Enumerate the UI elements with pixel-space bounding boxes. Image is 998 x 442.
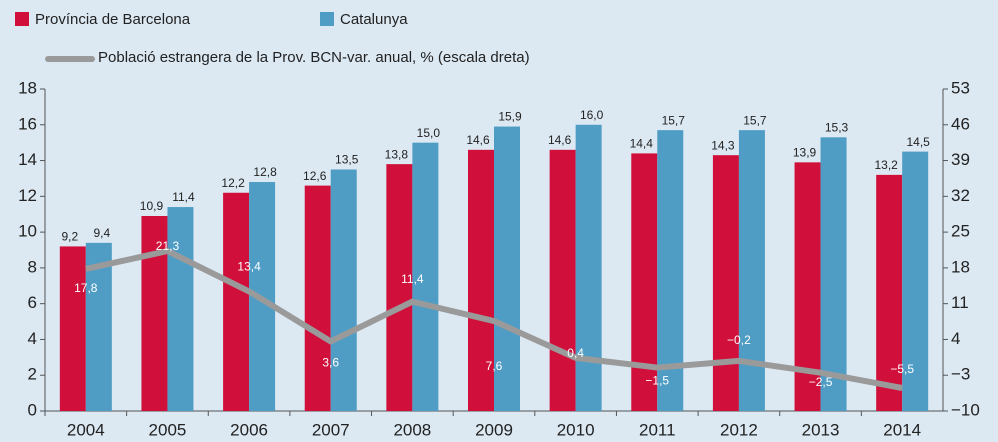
bar <box>330 169 357 411</box>
line-value-label: −2,5 <box>809 375 833 389</box>
bar-value-label: 15,7 <box>743 113 767 127</box>
bar <box>223 192 250 411</box>
bar-value-label: 12,6 <box>303 169 327 183</box>
y2-tick-label: 32 <box>951 186 970 205</box>
x-tick-label: 2012 <box>720 420 758 439</box>
line-value-label: −0,2 <box>727 333 751 347</box>
legend-label: Catalunya <box>340 11 408 28</box>
legend-swatch <box>15 12 29 26</box>
legend-swatch <box>320 12 334 26</box>
bar-value-label: 15,7 <box>662 113 686 127</box>
y-tick-label: 14 <box>18 150 37 169</box>
legend-label: Província de Barcelona <box>35 11 191 28</box>
bar-value-label: 15,9 <box>498 110 522 124</box>
line-value-label: −5,5 <box>890 362 914 376</box>
y-tick-label: 0 <box>28 400 37 419</box>
line-value-label: 11,4 <box>401 272 424 286</box>
y2-tick-label: 25 <box>951 222 970 241</box>
y2-tick-label: 46 <box>951 114 970 133</box>
bar-value-label: 13,8 <box>385 147 409 161</box>
legend-label: Població estrangera de la Prov. BCN-var.… <box>98 49 530 66</box>
bar <box>631 153 658 411</box>
y-tick-label: 4 <box>28 329 37 348</box>
x-tick-label: 2011 <box>639 420 676 439</box>
bar <box>549 149 576 412</box>
bar-value-label: 12,8 <box>253 165 277 179</box>
line-value-label: 21,3 <box>156 239 180 253</box>
x-tick-label: 2010 <box>557 420 595 439</box>
bar <box>575 124 602 412</box>
bar-value-label: 14,6 <box>548 133 572 147</box>
bar-value-label: 10,9 <box>140 199 164 213</box>
y-tick-label: 2 <box>28 365 37 384</box>
line-value-label: 7,6 <box>486 359 503 373</box>
y2-tick-label: 11 <box>951 293 969 312</box>
bar <box>412 142 439 411</box>
x-tick-label: 2009 <box>475 420 513 439</box>
x-tick-label: 2006 <box>230 420 268 439</box>
bar-value-label: 11,4 <box>172 190 195 204</box>
bar-value-label: 9,4 <box>93 226 110 240</box>
bar <box>167 207 194 411</box>
x-tick-label: 2013 <box>802 420 840 439</box>
bar-value-label: 9,2 <box>61 230 78 244</box>
bar <box>902 151 929 411</box>
bar-value-label: 13,2 <box>875 158 899 172</box>
bar <box>468 149 494 412</box>
line-value-label: 3,6 <box>322 356 339 370</box>
bar-value-label: 14,5 <box>907 135 931 149</box>
line <box>85 248 903 391</box>
bar-value-label: 15,0 <box>417 126 441 140</box>
line-value-label: 0,4 <box>567 346 584 360</box>
bar-value-label: 14,6 <box>466 133 490 147</box>
y2-tick-label: −3 <box>951 365 970 384</box>
bar <box>494 126 520 412</box>
line-value-label: 17,8 <box>74 281 98 295</box>
bar-value-label: 13,9 <box>793 146 817 160</box>
bar-value-label: 12,2 <box>221 176 245 190</box>
y2-tick-label: 39 <box>951 150 970 169</box>
bar <box>738 130 765 411</box>
y-tick-label: 10 <box>18 222 37 241</box>
y2-tick-label: 18 <box>951 257 970 276</box>
y-tick-label: 8 <box>28 257 37 276</box>
bar <box>141 216 168 411</box>
line-value-label: −1,5 <box>645 374 669 388</box>
bar <box>712 155 739 411</box>
bar-value-label: 14,3 <box>711 138 735 152</box>
bar <box>386 164 413 411</box>
bar-value-label: 16,0 <box>580 108 604 122</box>
x-tick-label: 2014 <box>883 420 921 439</box>
y-tick-label: 12 <box>18 186 37 205</box>
y-tick-label: 18 <box>18 78 37 97</box>
x-tick-label: 2005 <box>149 420 187 439</box>
bar <box>820 137 847 412</box>
y2-tick-label: −10 <box>951 400 980 419</box>
y2-tick-label: 53 <box>951 78 970 97</box>
x-tick-label: 2004 <box>67 420 105 439</box>
bar <box>876 174 903 411</box>
bar <box>304 185 331 411</box>
bar-value-label: 13,5 <box>335 153 359 167</box>
y-tick-label: 6 <box>28 293 37 312</box>
x-tick-label: 2007 <box>312 420 350 439</box>
bar <box>59 246 86 411</box>
line-value-label: 13,4 <box>237 260 261 274</box>
x-tick-label: 2008 <box>393 420 431 439</box>
bar-value-label: 14,4 <box>630 137 654 151</box>
y-tick-label: 16 <box>18 114 37 133</box>
bar-value-label: 15,3 <box>825 120 849 134</box>
y2-tick-label: 4 <box>951 329 960 348</box>
